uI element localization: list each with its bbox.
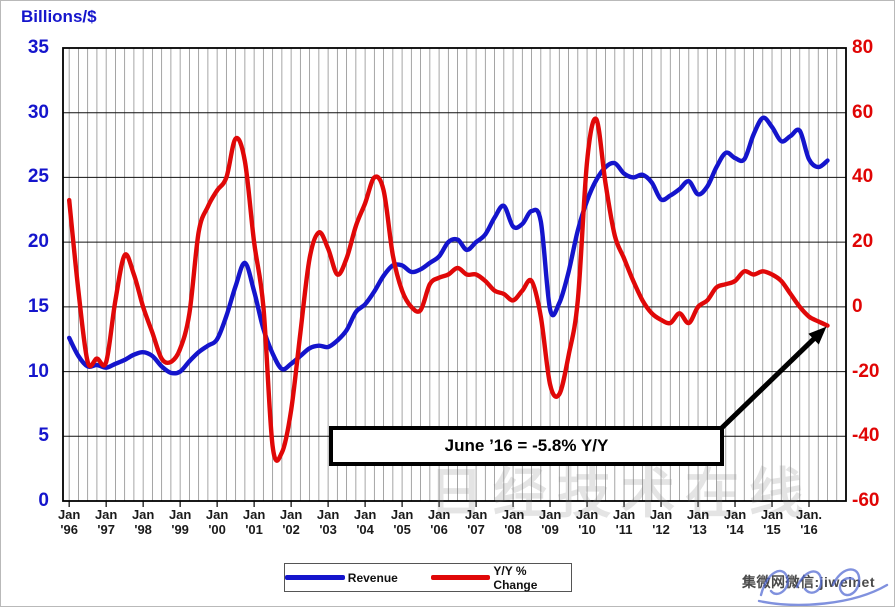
legend-label-revenue: Revenue	[347, 570, 398, 585]
x-tick-label: Jan '01	[242, 507, 266, 537]
y-left-axis-title: Billions/$	[21, 7, 97, 26]
y-right-tick-label: 0	[852, 295, 863, 317]
y-left-tick-label: 5	[38, 425, 49, 447]
plot-border	[62, 47, 847, 502]
x-tick-label: Jan. '16	[795, 507, 822, 537]
y-right-tick-label: 20	[852, 231, 874, 253]
x-tick-label: Jan '10	[575, 507, 599, 537]
x-tick-label: Jan '99	[168, 507, 192, 537]
y-left-tick-label: 15	[27, 295, 49, 317]
y-left-tick-label: 20	[27, 231, 49, 253]
yoy-change-line	[67, 116, 830, 463]
x-tick-label: Jan '11	[612, 507, 636, 537]
y-left-tick-label: 10	[27, 360, 49, 382]
y-right-tick-label: -60	[852, 490, 880, 511]
x-tick-label: Jan '96	[57, 507, 81, 537]
legend-swatch-revenue	[285, 575, 345, 580]
y-left-tick-label: 30	[27, 101, 49, 123]
bottom-right-credit: 集微网微信:jiweinet	[742, 574, 876, 590]
x-tick-label: Jan '13	[686, 507, 710, 537]
y-left-tick-label: 25	[27, 166, 49, 188]
x-tick-label: Jan '08	[501, 507, 525, 537]
x-tick-label: Jan '07	[464, 507, 488, 537]
legend: Revenue Y/Y % Change	[284, 563, 572, 592]
x-tick-label: Jan '12	[649, 507, 673, 537]
x-tick-label: Jan '15	[760, 507, 784, 537]
annotation-text: June ’16 = -5.8% Y/Y	[444, 436, 609, 455]
x-tick-label: Jan '14	[723, 507, 747, 537]
x-tick-label: Jan '98	[131, 507, 155, 537]
x-tick-label: Jan '97	[94, 507, 118, 537]
x-tick-label: Jan '09	[538, 507, 562, 537]
x-tick-label: Jan '00	[205, 507, 229, 537]
x-tick-label: Jan '02	[279, 507, 303, 537]
revenue-line	[67, 115, 830, 376]
x-tick-label: Jan '06	[427, 507, 451, 537]
y-right-tick-label: 60	[852, 101, 874, 123]
x-tick-label: Jan '04	[353, 507, 377, 537]
annotation-box: June ’16 = -5.8% Y/Y	[329, 426, 724, 466]
x-tick-label: Jan '03	[316, 507, 340, 537]
y-left-tick-label: 0	[38, 490, 49, 511]
legend-label-yoy: Y/Y % Change	[493, 563, 538, 592]
y-right-tick-label: 40	[852, 166, 874, 188]
y-left-tick-label: 35	[27, 37, 49, 58]
y-right-tick-label: -40	[852, 425, 880, 447]
annotation-arrow-head	[808, 326, 827, 345]
y-right-tick-label: -20	[852, 360, 880, 382]
legend-swatch-yoy	[430, 575, 491, 580]
y-right-tick-label: 80	[852, 37, 874, 58]
x-tick-label: Jan '05	[390, 507, 414, 537]
